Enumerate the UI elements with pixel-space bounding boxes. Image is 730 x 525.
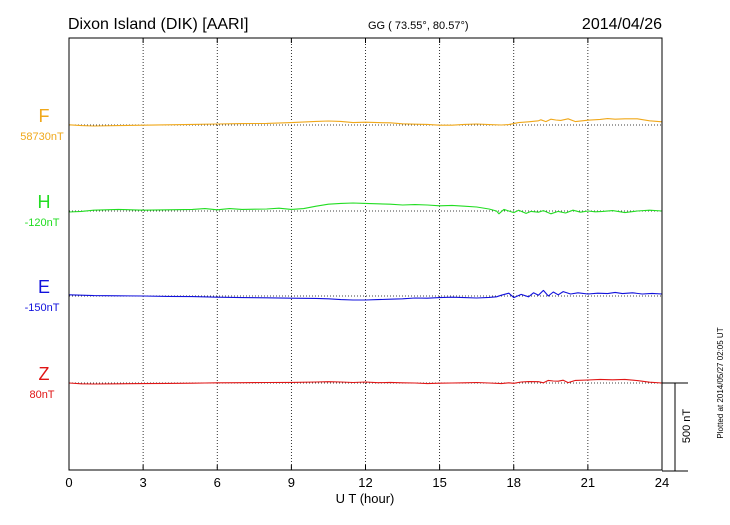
component-offset-h: -120nT [25, 217, 60, 229]
x-tick-label: 9 [288, 475, 295, 490]
component-letter-h: H [38, 192, 51, 212]
component-letter-e: E [38, 277, 50, 297]
x-tick-label: 15 [432, 475, 446, 490]
component-labels: F 58730nT H -120nT E -150nT Z 80nT [20, 106, 64, 401]
station-title: Dixon Island (DIK) [AARI] [68, 16, 249, 33]
trace-z [68, 378, 663, 385]
trace-h [68, 202, 663, 215]
x-tick-label: 3 [140, 475, 147, 490]
scale-bar [662, 382, 688, 472]
x-axis-ticks: 0 3 6 9 12 15 18 21 24 [65, 38, 669, 490]
plotted-timestamp: Plotted at 2014/05/27 02:05 UT [716, 327, 725, 438]
component-offset-f: 58730nT [20, 131, 64, 143]
component-offset-e: -150nT [25, 302, 60, 314]
component-offset-z: 80nT [29, 389, 54, 401]
x-axis-title: U T (hour) [336, 491, 395, 506]
x-tick-label: 12 [358, 475, 372, 490]
component-letter-f: F [39, 106, 50, 126]
grid-lines [142, 38, 589, 470]
component-letter-z: Z [39, 364, 50, 384]
trace-f [68, 118, 663, 127]
x-tick-label: 6 [214, 475, 221, 490]
trace-e [68, 289, 663, 301]
date-label: 2014/04/26 [582, 16, 662, 33]
scale-bar-label: 500 nT [681, 409, 693, 444]
geographic-coordinates: GG ( 73.55°, 80.57°) [368, 20, 469, 32]
x-tick-label: 0 [65, 475, 72, 490]
x-tick-label: 18 [507, 475, 521, 490]
x-tick-label: 21 [581, 475, 595, 490]
component-traces [68, 118, 663, 385]
x-tick-label: 24 [655, 475, 669, 490]
